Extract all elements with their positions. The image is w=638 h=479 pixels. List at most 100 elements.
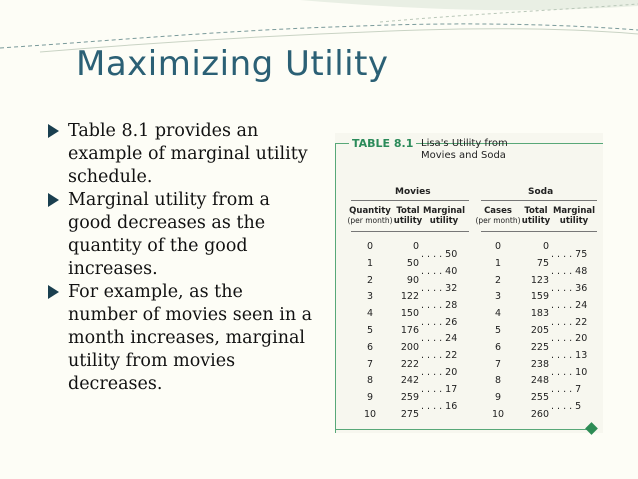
soda-total-cell: 0	[542, 241, 549, 252]
soda-total-cell: 159	[530, 291, 549, 303]
soda-total-cell: 238	[530, 358, 549, 370]
movie-marginal-cell: . . . . 20	[421, 367, 458, 378]
soda-marginal-cell: . . . . 13	[551, 350, 588, 362]
header-total-soda: Total utility	[521, 206, 551, 226]
soda-marginal-cell: . . . . 75	[551, 249, 588, 261]
group-header-movies: Movies	[395, 187, 431, 197]
soda-total-cell: 205	[530, 325, 549, 336]
soda-total-cell: 75	[536, 257, 549, 269]
soda-cases-cell: 7	[494, 358, 502, 370]
table-frame-left	[335, 143, 336, 433]
soda-marginal-cell: . . . . 22	[551, 316, 588, 328]
soda-cases-cell: 6	[494, 341, 502, 353]
header-cases: Cases (per month)	[475, 206, 521, 226]
header-unit: (per month)	[347, 216, 393, 225]
header-marginal-soda: Marginal utility	[551, 206, 597, 226]
movie-marginal-cell: . . . . 26	[421, 316, 458, 328]
soda-marginal-cell: . . . . 48	[551, 266, 588, 278]
movie-quantity-cell: 0	[366, 241, 374, 252]
movie-quantity-cell: 7	[366, 358, 374, 370]
bullet-list: Table 8.1 provides an example of margina…	[46, 120, 316, 396]
soda-total-cell: 225	[530, 341, 549, 353]
movie-quantity-cell: 4	[366, 308, 374, 320]
movie-quantity-cell: 5	[366, 325, 374, 336]
header-marginal-movies: Marginal utility	[423, 206, 465, 226]
movie-total-cell: 150	[400, 308, 419, 320]
movie-total-cell: 200	[400, 341, 419, 353]
soda-total-cell: 248	[530, 375, 549, 387]
soda-total-cell: 123	[530, 274, 549, 286]
soda-marginal-cell: . . . . 10	[551, 367, 588, 378]
header-unit: utility	[429, 216, 459, 226]
soda-total-cell: 260	[530, 409, 549, 420]
decorative-swoosh	[0, 0, 638, 60]
movie-total-cell: 259	[400, 392, 419, 404]
movie-total-cell: 90	[406, 274, 419, 286]
movie-total-cell: 275	[400, 409, 419, 420]
triangle-bullet-icon	[48, 124, 59, 138]
soda-cases-cell: 10	[491, 409, 505, 420]
soda-cases-cell: 9	[494, 392, 502, 404]
movie-total-cell: 222	[400, 358, 419, 370]
group-rule-movies	[351, 200, 469, 201]
movie-marginal-cell: . . . . 17	[421, 383, 458, 395]
bullet-text: Table 8.1 provides an example of margina…	[68, 121, 308, 187]
soda-cases-cell: 3	[494, 291, 502, 303]
header-rule-soda	[481, 231, 597, 232]
table-title: Lisa's Utility from Movies and Soda	[421, 138, 508, 161]
movie-total-cell: 176	[400, 325, 419, 336]
movie-marginal-cell: . . . . 28	[421, 299, 458, 311]
movie-quantity-cell: 2	[366, 274, 374, 286]
soda-cases-cell: 4	[494, 308, 502, 320]
soda-cases-cell: 2	[494, 274, 502, 286]
movie-marginal-cell: . . . . 50	[421, 249, 458, 261]
movie-marginal-cell: . . . . 16	[421, 400, 458, 412]
header-unit: utility	[521, 216, 551, 226]
movie-marginal-cell: . . . . 32	[421, 283, 458, 294]
header-bold: Cases	[484, 206, 512, 216]
bullet-text: For example, as the number of movies see…	[68, 282, 313, 394]
triangle-bullet-icon	[48, 193, 59, 207]
bullet-item: Table 8.1 provides an example of margina…	[46, 120, 316, 189]
group-header-soda: Soda	[528, 187, 554, 197]
header-unit: (per month)	[475, 216, 521, 225]
soda-total-cell: 255	[530, 392, 549, 404]
soda-marginal-cell: . . . . 20	[551, 333, 588, 345]
movie-quantity-cell: 9	[366, 392, 374, 404]
soda-cases-cell: 1	[494, 257, 502, 269]
header-total-movies: Total utility	[393, 206, 423, 226]
header-unit: utility	[559, 216, 589, 226]
soda-marginal-cell: . . . . 24	[551, 299, 588, 311]
utility-table: TABLE 8.1 Lisa's Utility from Movies and…	[335, 133, 603, 435]
diamond-icon	[585, 422, 598, 435]
bullet-item: For example, as the number of movies see…	[46, 281, 316, 396]
header-bold: Marginal	[552, 206, 596, 216]
bullet-item: Marginal utility from a good decreases a…	[46, 189, 316, 281]
header-unit: utility	[393, 216, 423, 226]
header-bold: Total	[396, 206, 420, 216]
movie-total-cell: 242	[400, 375, 419, 387]
soda-total-cell: 183	[530, 308, 549, 320]
movie-quantity-cell: 3	[366, 291, 374, 303]
bullet-text: Marginal utility from a good decreases a…	[68, 190, 270, 279]
movie-marginal-cell: . . . . 24	[421, 333, 458, 345]
header-rule-movies	[351, 231, 469, 232]
group-rule-soda	[481, 200, 597, 201]
movie-total-cell: 0	[412, 241, 419, 252]
soda-cases-cell: 8	[494, 375, 502, 387]
movie-total-cell: 122	[400, 291, 419, 303]
triangle-bullet-icon	[48, 285, 59, 299]
soda-cases-cell: 5	[494, 325, 502, 336]
header-bold: Quantity	[349, 206, 391, 216]
movie-quantity-cell: 10	[363, 409, 377, 420]
soda-cases-cell: 0	[494, 241, 502, 252]
slide-title: Maximizing Utility	[76, 44, 389, 84]
header-quantity: Quantity (per month)	[347, 206, 393, 226]
movie-marginal-cell: . . . . 40	[421, 266, 458, 278]
movie-marginal-cell: . . . . 22	[421, 350, 458, 362]
table-label: TABLE 8.1	[349, 137, 417, 150]
header-bold: Total	[524, 206, 548, 216]
movie-quantity-cell: 1	[366, 257, 374, 269]
movie-total-cell: 50	[406, 257, 419, 269]
